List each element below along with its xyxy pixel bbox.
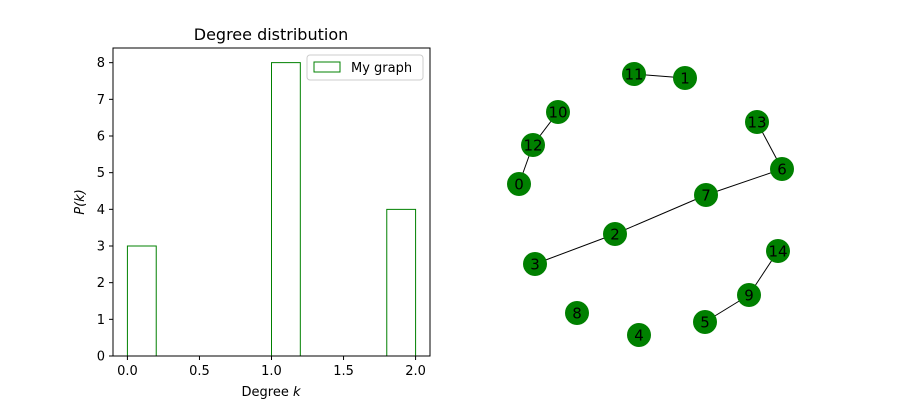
node-circle xyxy=(693,310,717,334)
graph-node-5: 5 xyxy=(693,310,717,334)
edge-2-3 xyxy=(534,233,616,265)
histogram-bar-0 xyxy=(126,245,157,356)
chart-title: Degree distribution xyxy=(194,25,349,44)
node-circle xyxy=(521,133,545,157)
y-tick-label: 5 xyxy=(97,166,105,181)
graph-node-4: 4 xyxy=(627,323,651,347)
histogram-bar-2 xyxy=(386,208,417,356)
node-label: 13 xyxy=(747,114,766,132)
node-label: 3 xyxy=(530,256,540,274)
node-label: 9 xyxy=(744,287,754,305)
node-circle xyxy=(523,252,547,276)
node-label: 6 xyxy=(777,161,787,179)
histogram-bars xyxy=(126,62,417,357)
node-circle xyxy=(546,100,570,124)
histogram-bar-1 xyxy=(271,62,301,356)
edge-6-7 xyxy=(705,168,783,196)
edge-7-2 xyxy=(614,194,707,235)
x-tick-label: 1.5 xyxy=(333,364,354,379)
y-axis-ticks: 0 1 2 3 4 5 6 7 8 xyxy=(97,56,113,365)
x-tick-label: 0.0 xyxy=(117,364,138,379)
x-axis-ticks: 0.0 0.5 1.0 1.5 2.0 xyxy=(117,356,426,379)
node-label: 1 xyxy=(680,70,690,88)
node-circle xyxy=(745,110,769,134)
y-tick-label: 6 xyxy=(97,130,105,145)
y-axis-label: P(k) xyxy=(73,189,88,215)
graph-node-6: 6 xyxy=(770,157,794,181)
graph-node-1: 1 xyxy=(673,66,697,90)
node-label: 10 xyxy=(548,104,567,122)
y-tick-label: 3 xyxy=(97,240,105,255)
node-label: 7 xyxy=(701,187,711,205)
y-tick-label: 4 xyxy=(97,203,105,218)
node-circle xyxy=(507,172,531,196)
node-circle xyxy=(766,239,790,263)
degree-histogram: Degree distribution 0.0 0.5 1.0 1.5 2.0 0 1 2 3… xyxy=(73,25,431,400)
legend: My graph xyxy=(306,54,424,81)
graph-node-10: 10 xyxy=(546,100,570,124)
legend-label: My graph xyxy=(351,61,412,76)
legend-box xyxy=(306,54,424,81)
node-circle xyxy=(622,62,646,86)
graph-node-12: 12 xyxy=(521,133,545,157)
node-label: 12 xyxy=(523,137,542,155)
node-circle xyxy=(694,183,718,207)
node-label: 4 xyxy=(634,327,644,345)
node-label: 11 xyxy=(624,66,643,84)
y-tick-label: 8 xyxy=(97,56,105,71)
graph-node-14: 14 xyxy=(766,239,790,263)
x-tick-label: 0.5 xyxy=(189,364,210,379)
node-circle xyxy=(770,157,794,181)
graph-node-0: 0 xyxy=(507,172,531,196)
y-tick-label: 0 xyxy=(97,350,105,365)
node-label: 0 xyxy=(514,176,524,194)
graph-node-3: 3 xyxy=(523,252,547,276)
graph-node-9: 9 xyxy=(737,283,761,307)
node-label: 8 xyxy=(572,305,582,323)
y-tick-label: 1 xyxy=(97,313,105,328)
graph-node-8: 8 xyxy=(565,301,589,325)
graph-node-11: 11 xyxy=(622,62,646,86)
x-axis-label: Degree k xyxy=(242,385,301,400)
legend-swatch xyxy=(313,61,341,73)
x-tick-label: 1.0 xyxy=(261,364,282,379)
node-circle xyxy=(673,66,697,90)
x-tick-label: 2.0 xyxy=(405,364,426,379)
node-label: 2 xyxy=(610,226,620,244)
node-circle xyxy=(627,323,651,347)
graph-node-7: 7 xyxy=(694,183,718,207)
node-circle xyxy=(737,283,761,307)
y-tick-label: 2 xyxy=(97,276,105,291)
node-label: 5 xyxy=(700,314,710,332)
graph-node-13: 13 xyxy=(745,110,769,134)
y-tick-label: 7 xyxy=(97,93,105,108)
graph-node-2: 2 xyxy=(603,222,627,246)
node-circle xyxy=(565,301,589,325)
node-circle xyxy=(603,222,627,246)
node-label: 14 xyxy=(768,243,787,261)
